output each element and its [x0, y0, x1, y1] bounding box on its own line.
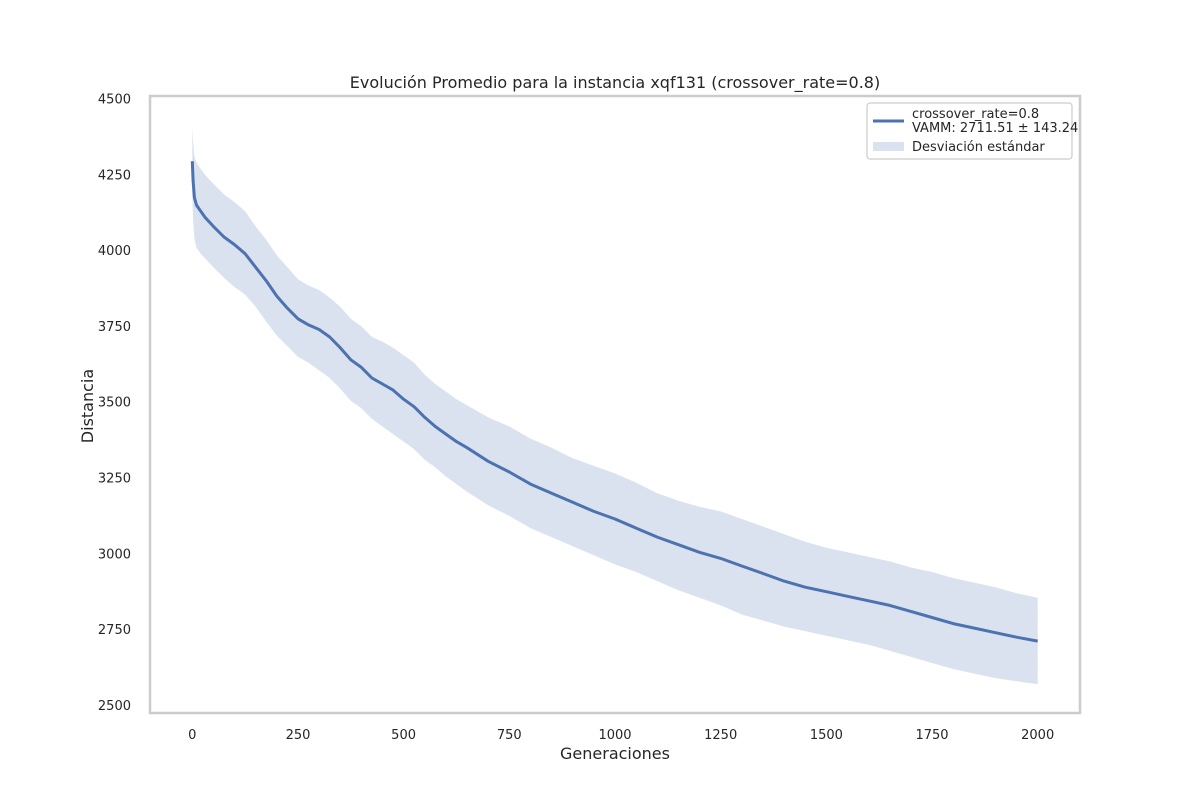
plot-frame [148, 94, 1082, 715]
legend: crossover_rate=0.8 VAMM: 2711.51 ± 143.2… [866, 102, 1078, 160]
x-tick-label: 500 [391, 728, 416, 743]
y-axis-ticks: 2500 2750 3000 3250 3500 3750 4000 4250 4500 [98, 93, 131, 714]
legend-line-label-1: crossover_rate=0.8 [912, 107, 1039, 122]
y-tick-label: 3000 [98, 547, 131, 562]
legend-band-label: Desviación estándar [912, 140, 1045, 155]
y-tick-label: 4250 [98, 168, 131, 183]
legend-box [866, 102, 1073, 160]
y-tick-label: 2750 [98, 623, 131, 638]
x-axis-title: Generaciones [560, 744, 670, 763]
legend-line-label-2: VAMM: 2711.51 ± 143.24 [912, 121, 1078, 136]
std-band-0 [192, 126, 1038, 685]
x-tick-label: 1000 [598, 728, 631, 743]
x-tick-label: 2000 [1021, 728, 1054, 743]
chart-title: Evolución Promedio para la instancia xqf… [350, 73, 880, 93]
x-tick-label: 0 [188, 728, 196, 743]
y-tick-label: 3750 [98, 320, 131, 335]
x-tick-label: 1250 [704, 728, 737, 743]
x-tick-label: 1750 [915, 728, 948, 743]
y-axis-title: Distancia [78, 369, 97, 443]
x-tick-label: 1500 [810, 728, 843, 743]
x-axis-ticks: 0 250 500 750 1000 1250 1500 1750 2000 [188, 728, 1054, 743]
y-tick-label: 4500 [98, 93, 131, 108]
x-tick-label: 250 [286, 728, 311, 743]
y-tick-label: 4000 [98, 244, 131, 259]
y-tick-label: 3250 [98, 472, 131, 487]
y-tick-label: 3500 [98, 396, 131, 411]
series-line-0 [190, 161, 1038, 643]
x-tick-label: 750 [497, 728, 522, 743]
legend-band-swatch [873, 142, 904, 151]
y-tick-label: 2500 [98, 699, 131, 714]
plot-area [190, 126, 1038, 685]
